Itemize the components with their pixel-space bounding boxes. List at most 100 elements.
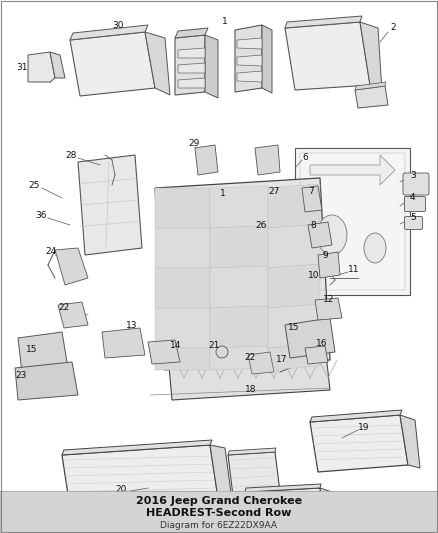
Polygon shape (355, 82, 386, 90)
Text: 15: 15 (288, 324, 300, 333)
Text: 30: 30 (112, 21, 124, 30)
Polygon shape (268, 304, 320, 348)
Polygon shape (210, 346, 268, 370)
Polygon shape (155, 308, 210, 348)
Text: 3: 3 (410, 171, 416, 180)
Polygon shape (237, 55, 262, 66)
Text: 31: 31 (16, 63, 28, 72)
Polygon shape (237, 71, 262, 82)
Ellipse shape (364, 233, 386, 263)
Text: 25: 25 (28, 181, 39, 190)
Text: 19: 19 (358, 424, 370, 432)
Bar (300, 153, 405, 290)
Polygon shape (102, 328, 145, 358)
Polygon shape (70, 25, 148, 40)
Polygon shape (295, 148, 410, 295)
Text: 24: 24 (45, 247, 56, 256)
Text: 27: 27 (268, 188, 279, 197)
Text: 28: 28 (65, 150, 76, 159)
Text: 29: 29 (188, 139, 199, 148)
Text: 13: 13 (126, 321, 138, 330)
Polygon shape (315, 298, 342, 320)
Polygon shape (255, 145, 280, 175)
Polygon shape (237, 38, 262, 49)
Text: 22: 22 (244, 353, 255, 362)
Text: 16: 16 (316, 338, 328, 348)
Polygon shape (248, 352, 274, 374)
Polygon shape (155, 268, 210, 308)
Polygon shape (268, 184, 320, 228)
Polygon shape (195, 145, 218, 175)
Polygon shape (268, 264, 320, 308)
Polygon shape (285, 22, 370, 90)
Polygon shape (360, 22, 382, 92)
Polygon shape (355, 86, 388, 108)
Text: 32: 32 (268, 513, 279, 521)
Ellipse shape (317, 215, 347, 255)
Polygon shape (245, 484, 321, 492)
Text: 5: 5 (410, 214, 416, 222)
Polygon shape (262, 25, 272, 93)
Polygon shape (210, 186, 268, 228)
Polygon shape (28, 52, 55, 82)
Polygon shape (175, 35, 205, 95)
Text: 4: 4 (410, 193, 416, 203)
Polygon shape (155, 228, 210, 268)
Polygon shape (228, 448, 276, 455)
Text: 1: 1 (222, 18, 228, 27)
Polygon shape (18, 332, 68, 373)
Text: 15: 15 (26, 345, 38, 354)
Polygon shape (400, 415, 420, 468)
Polygon shape (62, 440, 212, 455)
Polygon shape (302, 186, 322, 212)
Text: 17: 17 (276, 356, 287, 365)
Polygon shape (50, 52, 65, 78)
Polygon shape (235, 25, 262, 92)
Text: 20: 20 (115, 486, 127, 495)
Text: 2016 Jeep Grand Cherokee: 2016 Jeep Grand Cherokee (136, 496, 302, 506)
Polygon shape (318, 252, 340, 278)
Polygon shape (168, 345, 330, 400)
FancyBboxPatch shape (405, 216, 423, 230)
Polygon shape (285, 16, 362, 28)
Text: 2: 2 (390, 23, 396, 33)
Polygon shape (308, 222, 332, 248)
Polygon shape (210, 226, 268, 268)
Polygon shape (210, 445, 232, 500)
Polygon shape (310, 410, 402, 422)
Polygon shape (178, 63, 205, 73)
Text: 12: 12 (323, 295, 334, 304)
Polygon shape (178, 48, 205, 58)
Polygon shape (285, 318, 335, 358)
Text: 18: 18 (245, 385, 257, 394)
Text: 26: 26 (255, 222, 266, 230)
Text: 8: 8 (310, 221, 316, 230)
Text: 21: 21 (208, 342, 219, 351)
FancyBboxPatch shape (403, 173, 429, 195)
Polygon shape (228, 452, 280, 496)
Polygon shape (58, 302, 88, 328)
Text: 14: 14 (170, 342, 181, 351)
FancyBboxPatch shape (405, 197, 425, 212)
Polygon shape (62, 445, 218, 508)
Text: 10: 10 (308, 271, 319, 280)
Polygon shape (320, 488, 336, 522)
Polygon shape (268, 224, 320, 268)
Polygon shape (310, 415, 408, 472)
Text: 6: 6 (302, 152, 308, 161)
Text: 36: 36 (35, 211, 46, 220)
Polygon shape (178, 78, 205, 88)
Polygon shape (210, 306, 268, 348)
Polygon shape (155, 178, 330, 370)
Polygon shape (145, 32, 170, 95)
Polygon shape (155, 348, 210, 370)
Polygon shape (305, 346, 328, 364)
Bar (0, 491, 438, 533)
Text: 1: 1 (220, 189, 226, 198)
Polygon shape (55, 248, 88, 285)
Polygon shape (310, 155, 395, 185)
Polygon shape (268, 344, 320, 370)
Text: HEADREST-Second Row: HEADREST-Second Row (146, 508, 292, 518)
Text: 9: 9 (322, 251, 328, 260)
Polygon shape (205, 35, 218, 98)
